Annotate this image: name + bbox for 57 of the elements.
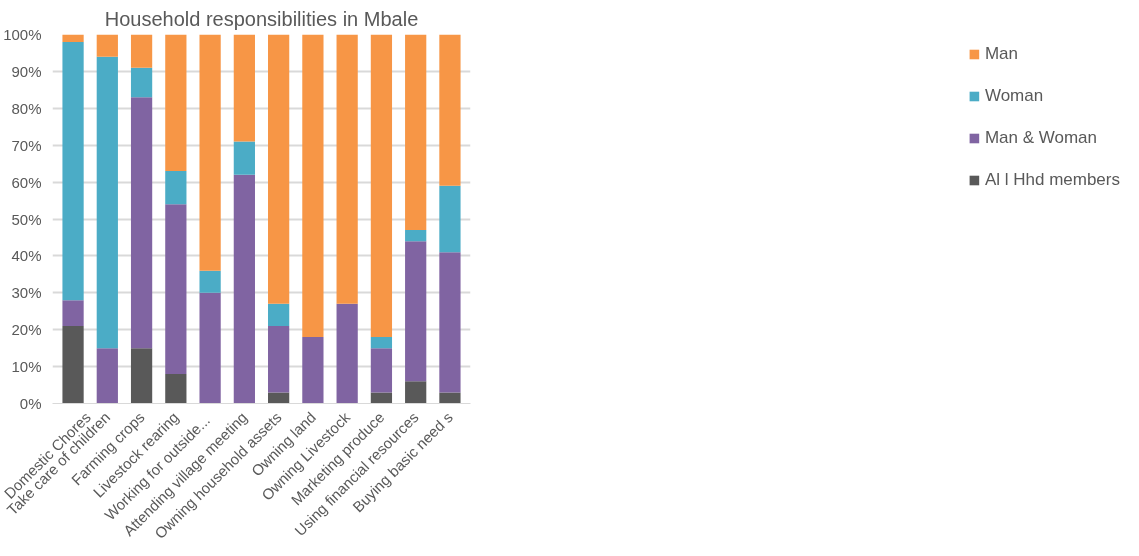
bar — [130, 67, 153, 98]
bar — [165, 373, 187, 404]
bar — [439, 392, 461, 404]
bar — [199, 292, 221, 404]
bar — [405, 241, 427, 382]
chart-title: Household responsibilities in Mbale — [104, 7, 419, 30]
bar — [130, 348, 153, 404]
bar — [199, 270, 221, 293]
bar — [370, 34, 393, 338]
bar — [62, 300, 84, 327]
bar — [62, 41, 84, 301]
bar — [62, 34, 84, 42]
bar — [405, 381, 427, 404]
legend-label: Woman — [984, 86, 1044, 106]
bar — [233, 141, 255, 175]
bar — [96, 348, 118, 404]
bar — [268, 303, 290, 327]
bar — [439, 252, 461, 393]
bar — [405, 230, 427, 242]
bar — [165, 204, 187, 374]
bar — [302, 34, 324, 338]
bar — [268, 34, 290, 304]
y-tick-label: 10% — [11, 358, 42, 376]
bar — [199, 34, 221, 271]
bar — [439, 34, 461, 186]
bar — [336, 303, 358, 404]
bar — [336, 34, 358, 304]
bar — [370, 348, 393, 393]
bar — [268, 392, 290, 404]
y-tick-label: 70% — [11, 136, 42, 154]
legend-label: Man — [984, 44, 1018, 64]
bar — [302, 337, 324, 404]
y-tick-label: 100% — [3, 26, 42, 43]
bar — [96, 56, 118, 349]
y-tick-label: 0% — [19, 395, 42, 412]
bar — [370, 392, 393, 404]
y-tick-label: 40% — [11, 247, 42, 265]
bar — [62, 326, 84, 404]
bar — [165, 171, 187, 205]
bar — [268, 326, 290, 393]
bar — [405, 34, 427, 231]
y-tick-label: 20% — [11, 321, 42, 339]
bar — [96, 34, 118, 57]
bar — [439, 185, 461, 253]
bar — [130, 97, 153, 349]
y-tick-label: 80% — [11, 99, 42, 117]
y-tick-label: 60% — [11, 173, 42, 191]
bar — [370, 337, 393, 349]
bar — [233, 174, 255, 404]
legend-label: Al l Hhd members — [984, 170, 1120, 190]
y-tick-label: 30% — [11, 284, 42, 302]
y-tick-label: 50% — [11, 210, 42, 228]
y-tick-label: 90% — [11, 62, 42, 80]
legend-label: Man & Woman — [984, 128, 1098, 148]
bar — [165, 34, 187, 172]
bar — [130, 34, 153, 68]
bar — [233, 34, 255, 142]
